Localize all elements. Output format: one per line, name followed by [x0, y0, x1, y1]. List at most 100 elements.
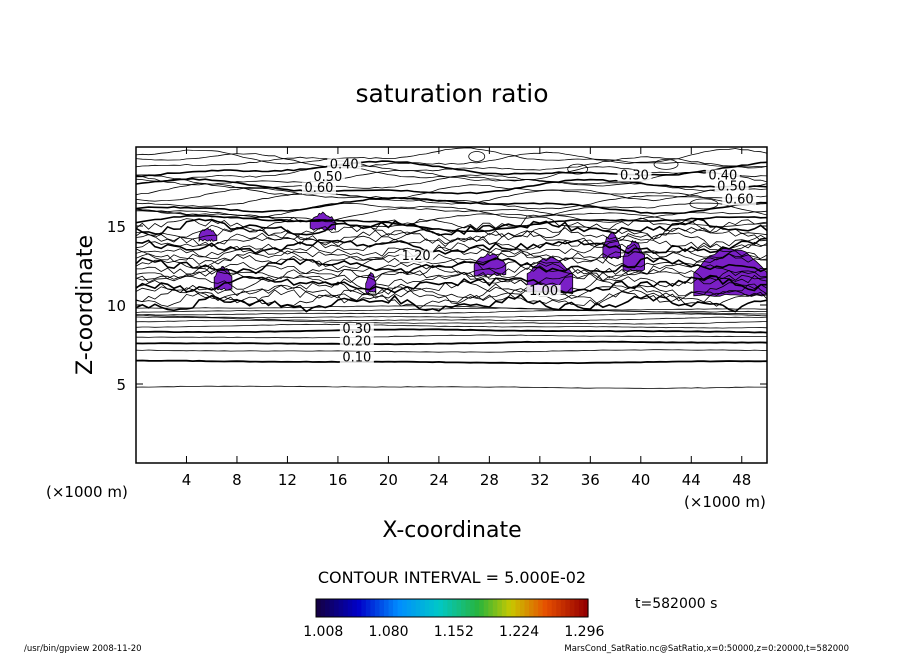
x-tick-label: 24	[429, 471, 448, 489]
colorbar-swatch	[492, 599, 498, 617]
colorbar-frame	[315, 598, 589, 618]
contour-label: 0.60	[305, 181, 334, 196]
y-axis-title: Z-coordinate	[73, 235, 98, 375]
contour-line	[136, 349, 767, 353]
colorbar-swatch	[569, 599, 575, 617]
colorbar-swatch	[338, 599, 344, 617]
colorbar-swatch	[506, 599, 512, 617]
x-tick-label: 12	[278, 471, 297, 489]
y-tick-label: 15	[107, 218, 126, 236]
y-axis-ticks: 5 10 15	[107, 218, 767, 394]
footer-left: /usr/bin/gpview 2008-11-20	[24, 644, 142, 654]
contour-label-bg	[339, 351, 374, 364]
colorbar-swatch	[397, 599, 403, 617]
colorbar-tick-label: 1.296	[564, 624, 604, 640]
colorbar-swatch	[583, 599, 589, 617]
colorbar-swatch	[379, 599, 385, 617]
contour-line	[136, 307, 767, 313]
contour-label: 1.00	[529, 284, 558, 299]
x-unit-label-left: (×1000 m)	[46, 483, 128, 501]
contour-label: 0.30	[342, 322, 371, 337]
contour-label: 1.20	[402, 249, 431, 264]
contour-line	[136, 160, 767, 178]
contour-label-bg	[339, 322, 374, 335]
colorbar-swatch	[497, 599, 503, 617]
contour-label: 0.50	[313, 170, 342, 185]
contour-line	[136, 291, 767, 309]
colorbar-swatch	[538, 599, 544, 617]
colorbar-swatch	[560, 599, 566, 617]
contour-label-bg	[617, 169, 652, 182]
contour-line	[136, 334, 767, 339]
contour-line	[136, 267, 767, 287]
colorbar-swatch	[488, 599, 494, 617]
contour-line	[136, 248, 767, 267]
closed-contour	[567, 163, 589, 175]
contour-label: 0.20	[342, 335, 371, 350]
contour-line	[136, 323, 767, 329]
contour-line	[136, 261, 767, 278]
colorbar-swatch	[542, 599, 548, 617]
closed-contour	[468, 151, 486, 162]
contour-line	[136, 305, 767, 311]
colorbar-swatch	[316, 599, 322, 617]
x-tick-label: 44	[682, 471, 701, 489]
colorbar-swatch	[524, 599, 530, 617]
contour-line	[136, 340, 767, 346]
colorbar-swatch	[361, 599, 367, 617]
contour-label-bg	[722, 193, 757, 206]
contour-line	[136, 151, 767, 169]
contour-label: 0.40	[708, 169, 737, 184]
colorbar-swatch	[325, 599, 331, 617]
contour-line	[136, 202, 767, 219]
colorbar-swatch	[411, 599, 417, 617]
colorbar-swatch	[370, 599, 376, 617]
colorbar-swatch	[347, 599, 353, 617]
colorbar-swatch	[365, 599, 371, 617]
contour-label-bg	[399, 250, 434, 263]
contour-interval-text: CONTOUR INTERVAL = 5.000E-02	[318, 568, 586, 587]
contour-label-bg	[327, 158, 362, 171]
colorbar-swatch	[424, 599, 430, 617]
colorbar-swatch	[329, 599, 335, 617]
contour-line	[136, 156, 767, 172]
contour-line	[136, 252, 767, 271]
contour-line	[136, 218, 767, 237]
colorbar-swatch	[456, 599, 462, 617]
contour-label-layer: 0.100.200.300.400.500.600.30 0.400.500.60…	[301, 158, 757, 365]
colorbar-swatch	[406, 599, 412, 617]
x-axis-title: X-coordinate	[382, 518, 521, 543]
colorbar-swatch	[393, 599, 399, 617]
colorbar-swatch	[433, 599, 439, 617]
x-tick-label: 4	[182, 471, 192, 489]
contour-line	[136, 197, 767, 215]
contour-label-bg	[705, 169, 740, 182]
time-label: t=582000 s	[635, 596, 717, 612]
contour-line	[136, 164, 767, 183]
contour-line	[136, 385, 767, 390]
contour-label-bg	[310, 171, 345, 184]
contour-line	[136, 256, 767, 275]
colorbar-swatch	[334, 599, 340, 617]
plot-area: 0.100.200.300.400.500.600.30 0.400.500.60…	[135, 146, 768, 464]
contour-line	[136, 278, 767, 297]
contour-label: 0.50	[717, 180, 746, 195]
x-unit-label-right: (×1000 m)	[684, 493, 766, 511]
contour-line	[136, 210, 767, 228]
colorbar-swatch	[483, 599, 489, 617]
colorbar-swatch	[356, 599, 362, 617]
contour-line	[136, 230, 767, 249]
colorbar-swatch	[529, 599, 535, 617]
contour-label: 0.10	[342, 350, 371, 365]
closed-contour	[689, 198, 719, 210]
contour-line	[136, 187, 767, 206]
colorbar-tick-labels: 1.008 1.080 1.152 1.224 1.296	[303, 624, 604, 640]
contour-label: 0.40	[330, 158, 359, 173]
contour-label-bg	[301, 182, 336, 195]
colorbar-swatch	[470, 599, 476, 617]
colorbar-swatch	[452, 599, 458, 617]
colorbar-tick-label: 1.080	[368, 624, 408, 640]
colorbar-swatch	[578, 599, 585, 617]
contour-line	[136, 319, 767, 325]
contour-line	[136, 192, 767, 210]
